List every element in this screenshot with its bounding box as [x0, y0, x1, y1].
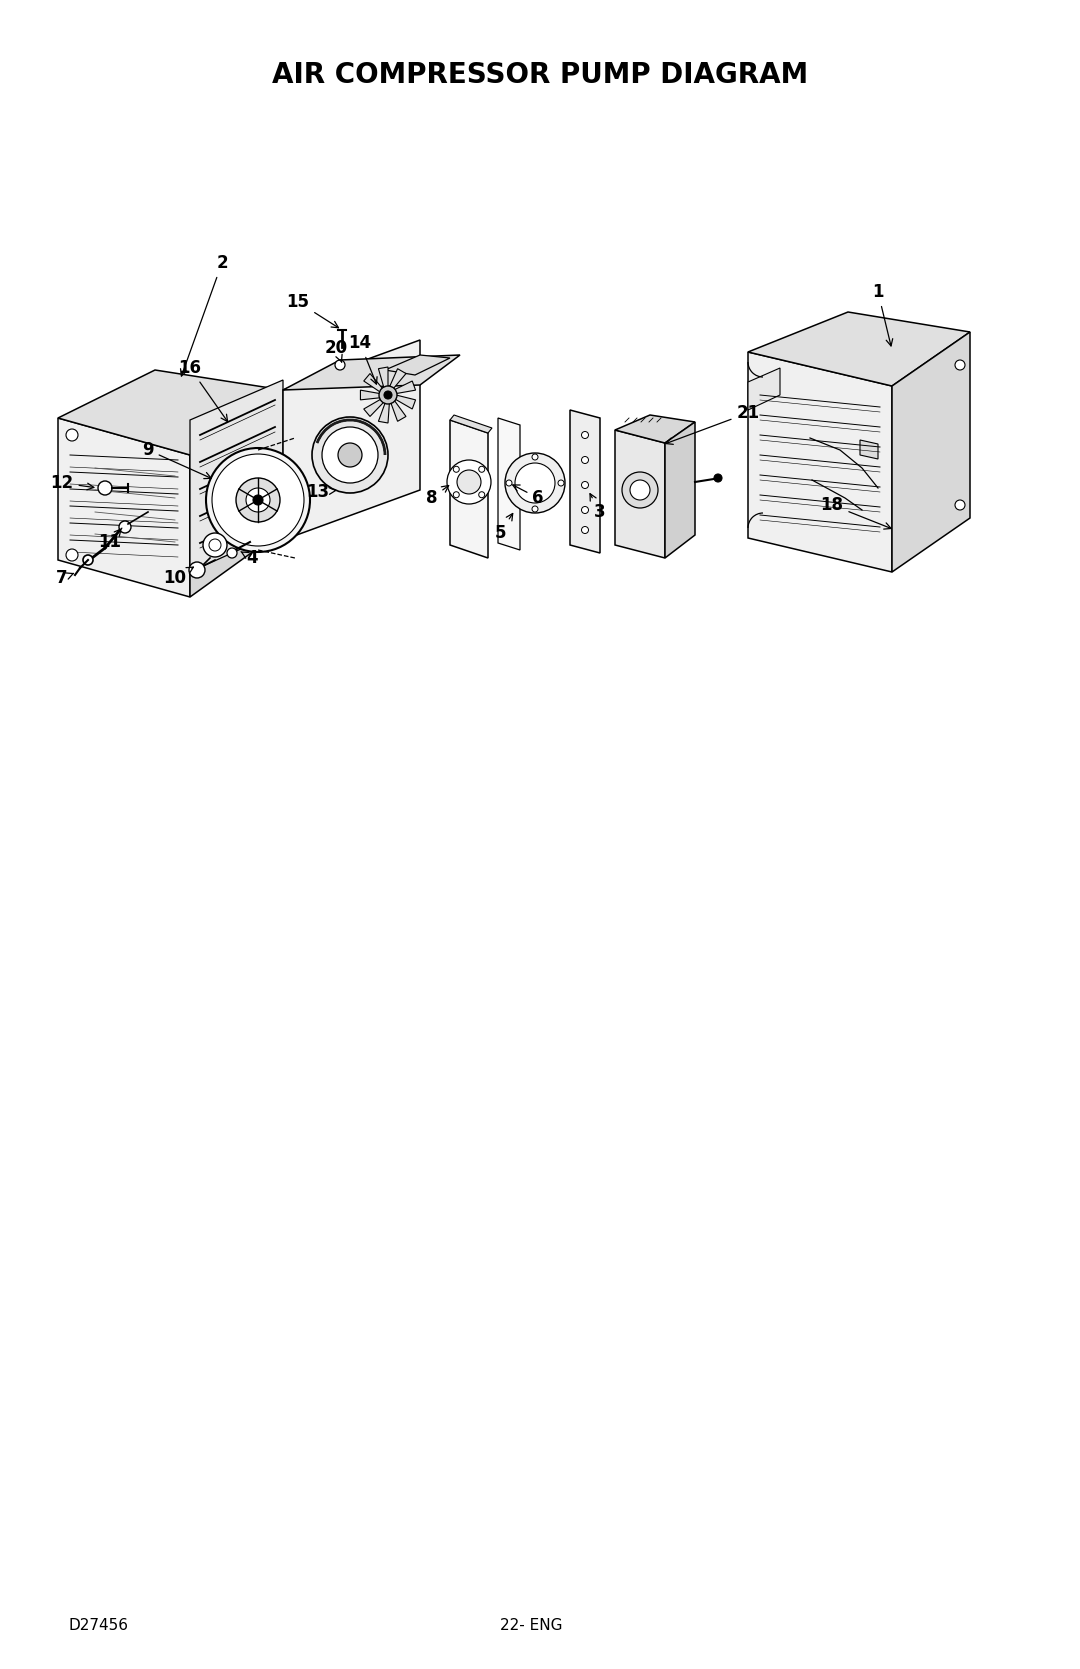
Polygon shape — [378, 367, 388, 389]
Circle shape — [98, 481, 112, 496]
Circle shape — [189, 562, 205, 577]
Polygon shape — [748, 367, 780, 411]
Circle shape — [210, 539, 221, 551]
Polygon shape — [498, 417, 519, 551]
Circle shape — [83, 556, 93, 566]
Polygon shape — [450, 421, 488, 557]
Text: 18: 18 — [821, 496, 891, 529]
Circle shape — [955, 361, 966, 371]
Circle shape — [714, 474, 723, 482]
Text: 2: 2 — [180, 254, 228, 376]
Polygon shape — [364, 374, 382, 392]
Polygon shape — [190, 381, 283, 572]
Circle shape — [630, 481, 650, 501]
Polygon shape — [364, 399, 384, 417]
Circle shape — [558, 481, 564, 486]
Circle shape — [384, 391, 392, 399]
Polygon shape — [860, 441, 878, 459]
Text: 16: 16 — [178, 359, 228, 422]
Circle shape — [447, 461, 491, 504]
Polygon shape — [748, 312, 970, 386]
Circle shape — [581, 457, 589, 464]
Polygon shape — [361, 391, 380, 401]
Circle shape — [335, 361, 345, 371]
Polygon shape — [384, 355, 450, 376]
Circle shape — [379, 386, 397, 404]
Circle shape — [507, 481, 512, 486]
Text: D27456: D27456 — [68, 1617, 129, 1632]
Text: 21: 21 — [666, 404, 759, 444]
Polygon shape — [892, 332, 970, 572]
Circle shape — [312, 417, 388, 492]
Circle shape — [454, 492, 459, 497]
Text: 9: 9 — [143, 441, 212, 479]
Text: 3: 3 — [590, 494, 606, 521]
Polygon shape — [570, 411, 600, 552]
Polygon shape — [190, 391, 283, 598]
Polygon shape — [58, 371, 283, 456]
Circle shape — [955, 501, 966, 511]
Polygon shape — [748, 352, 892, 572]
Text: 1: 1 — [873, 284, 893, 345]
Circle shape — [478, 466, 485, 472]
Circle shape — [253, 496, 264, 506]
Text: 8: 8 — [427, 486, 448, 507]
Text: 22- ENG: 22- ENG — [500, 1617, 563, 1632]
Polygon shape — [58, 417, 190, 598]
Polygon shape — [378, 402, 390, 422]
Circle shape — [457, 471, 481, 494]
Circle shape — [66, 549, 78, 561]
Circle shape — [246, 487, 270, 512]
Circle shape — [532, 506, 538, 512]
Circle shape — [581, 526, 589, 534]
Circle shape — [515, 462, 555, 502]
Circle shape — [119, 521, 131, 532]
Circle shape — [454, 466, 459, 472]
Circle shape — [237, 477, 280, 522]
Circle shape — [322, 427, 378, 482]
Polygon shape — [615, 416, 696, 442]
Polygon shape — [665, 422, 696, 557]
Text: 5: 5 — [495, 514, 513, 542]
Circle shape — [212, 454, 303, 546]
Polygon shape — [395, 396, 416, 409]
Text: 14: 14 — [349, 334, 377, 384]
Polygon shape — [615, 431, 665, 557]
Circle shape — [66, 429, 78, 441]
Polygon shape — [283, 355, 460, 391]
Text: 15: 15 — [286, 294, 338, 327]
Circle shape — [581, 506, 589, 514]
Text: 11: 11 — [98, 527, 122, 551]
Text: 10: 10 — [163, 567, 193, 587]
Circle shape — [203, 532, 227, 557]
Text: 13: 13 — [307, 482, 336, 501]
Circle shape — [478, 492, 485, 497]
Polygon shape — [450, 416, 492, 432]
Circle shape — [581, 432, 589, 439]
Text: AIR COMPRESSOR PUMP DIAGRAM: AIR COMPRESSOR PUMP DIAGRAM — [272, 62, 808, 88]
Circle shape — [532, 454, 538, 461]
Circle shape — [338, 442, 362, 467]
Circle shape — [505, 452, 565, 512]
Text: 7: 7 — [56, 569, 73, 587]
Text: 20: 20 — [324, 339, 348, 362]
Polygon shape — [390, 369, 406, 389]
Circle shape — [227, 547, 237, 557]
Text: 4: 4 — [241, 549, 258, 567]
Polygon shape — [283, 340, 420, 541]
Text: 12: 12 — [51, 474, 94, 492]
Polygon shape — [394, 381, 416, 394]
Polygon shape — [391, 401, 406, 421]
Circle shape — [206, 447, 310, 552]
Circle shape — [622, 472, 658, 507]
Circle shape — [581, 481, 589, 489]
Text: 6: 6 — [513, 486, 543, 507]
